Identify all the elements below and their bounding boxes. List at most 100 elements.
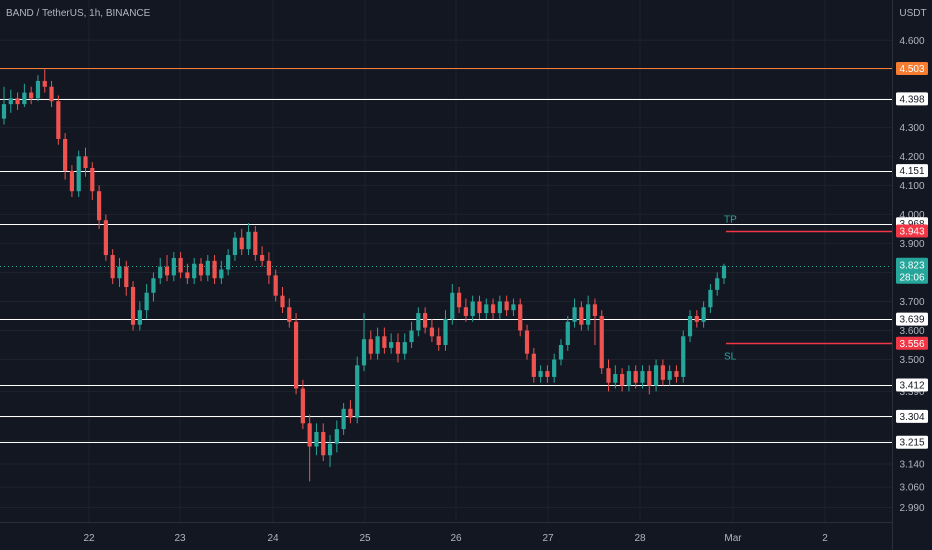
candle-body bbox=[103, 220, 108, 256]
candle-body bbox=[130, 286, 136, 325]
candle-body bbox=[708, 289, 713, 308]
level-badge: 4.503 bbox=[899, 64, 924, 75]
candle-body bbox=[531, 353, 536, 377]
candle bbox=[287, 298, 292, 328]
candle bbox=[524, 324, 530, 360]
candle-body bbox=[687, 315, 693, 337]
candle bbox=[314, 423, 319, 456]
candle bbox=[110, 249, 115, 285]
currency-label: USDT bbox=[899, 8, 926, 19]
candle-body bbox=[280, 295, 285, 308]
candle-body bbox=[484, 304, 489, 314]
level-badge: 3.304 bbox=[899, 412, 924, 423]
candle bbox=[375, 327, 380, 360]
y-tick-label: 2.990 bbox=[899, 503, 924, 514]
candle-body bbox=[606, 368, 611, 383]
candle bbox=[117, 257, 122, 287]
candle-body bbox=[456, 292, 462, 308]
candle bbox=[232, 231, 238, 261]
candle bbox=[497, 295, 502, 319]
candle bbox=[402, 333, 407, 360]
level-badge: 3.215 bbox=[899, 438, 924, 449]
candle bbox=[511, 298, 516, 316]
level-badge-bg bbox=[896, 409, 928, 423]
candle bbox=[83, 147, 88, 177]
candle-body bbox=[8, 98, 13, 105]
candle bbox=[606, 359, 611, 392]
candle-body bbox=[429, 327, 435, 337]
target-badge-sl: 3.556 bbox=[899, 339, 924, 350]
target-name-sl: SL bbox=[724, 352, 737, 363]
price-axis[interactable]: USDT4.6004.5004.4004.3004.2004.1004.0003… bbox=[892, 0, 932, 550]
candle bbox=[280, 286, 285, 314]
candle bbox=[253, 226, 258, 261]
candle-body bbox=[1, 104, 7, 119]
candle-body bbox=[348, 408, 353, 418]
candle-body bbox=[15, 98, 20, 105]
candle bbox=[456, 286, 462, 314]
candle bbox=[144, 284, 149, 319]
candle bbox=[565, 315, 570, 351]
candle bbox=[219, 260, 224, 285]
candle bbox=[558, 339, 564, 366]
candle-body bbox=[477, 301, 482, 314]
candle bbox=[192, 257, 197, 285]
candle bbox=[56, 95, 61, 145]
x-tick-label: Mar bbox=[724, 533, 742, 544]
candle bbox=[212, 255, 217, 285]
candle bbox=[592, 298, 598, 345]
candle-body bbox=[545, 371, 550, 377]
candle bbox=[552, 353, 557, 383]
candle-body bbox=[511, 304, 516, 311]
candle bbox=[579, 301, 584, 331]
candle-body bbox=[56, 101, 61, 139]
candle-body bbox=[436, 336, 441, 345]
target-name-tp: TP bbox=[724, 215, 737, 226]
target-badge-tp-bg bbox=[896, 224, 928, 238]
candle-body bbox=[96, 191, 102, 221]
candle-body bbox=[273, 275, 278, 296]
candle-body bbox=[667, 371, 672, 380]
candle bbox=[687, 310, 693, 343]
candle bbox=[185, 263, 190, 285]
candle-body bbox=[321, 432, 326, 456]
candle bbox=[15, 92, 20, 110]
candle bbox=[164, 255, 170, 282]
target-lines: TP SL bbox=[724, 215, 892, 363]
y-tick-label: 4.600 bbox=[899, 36, 924, 47]
candle-body bbox=[647, 371, 652, 386]
candle-body bbox=[253, 231, 258, 256]
candle-body bbox=[524, 330, 530, 354]
candle bbox=[599, 310, 604, 375]
candle bbox=[633, 365, 638, 389]
candle-body bbox=[327, 443, 333, 456]
y-tick-label: 4.100 bbox=[899, 181, 924, 192]
candle-body bbox=[497, 301, 502, 314]
grid bbox=[0, 0, 892, 522]
candle bbox=[681, 330, 686, 383]
candle bbox=[613, 365, 618, 389]
candle bbox=[545, 365, 550, 383]
candle bbox=[205, 255, 210, 282]
candle-body bbox=[409, 330, 414, 343]
candle bbox=[260, 246, 265, 267]
candle-body bbox=[178, 257, 183, 273]
level-badge-bg bbox=[896, 164, 928, 178]
current-price-badge-bg bbox=[896, 257, 928, 284]
candle-body bbox=[226, 255, 231, 270]
candle bbox=[103, 214, 108, 261]
candle-body bbox=[219, 269, 224, 279]
candle bbox=[29, 86, 34, 105]
candle-body bbox=[90, 167, 95, 192]
candle bbox=[49, 80, 54, 108]
level-badge: 4.151 bbox=[899, 166, 924, 177]
candle bbox=[327, 434, 333, 467]
candle-body bbox=[592, 304, 598, 316]
candle-body bbox=[423, 313, 428, 328]
candle bbox=[721, 263, 727, 285]
time-axis[interactable]: 22 23 24 25 26 27 28 Mar 2 bbox=[0, 522, 892, 550]
candle-body bbox=[463, 307, 468, 316]
x-tick-label: 24 bbox=[267, 533, 279, 544]
